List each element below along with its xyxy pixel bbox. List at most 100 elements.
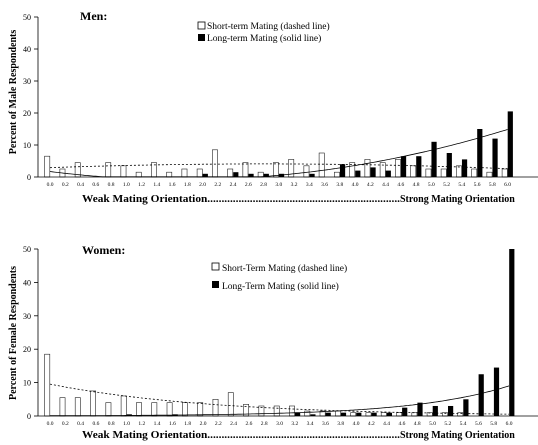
women-legend-long-term: Long-Term Mating (solid line) <box>222 281 339 292</box>
women-trendlines <box>49 383 510 417</box>
men-short-term-bar <box>501 168 508 178</box>
women-long-term-bar <box>463 399 469 416</box>
men-x-tick-label: 2.6 <box>245 182 252 188</box>
men-long-term-bar <box>339 164 346 177</box>
women-long-term-bar <box>295 412 301 416</box>
men-short-term-trendline <box>49 163 508 170</box>
men-short-term-bar <box>120 165 127 178</box>
men-long-term-bar <box>477 129 483 177</box>
women-long-term-bar <box>371 412 377 416</box>
men-long-term-bar <box>461 159 468 177</box>
women-long-term-bar <box>493 367 500 416</box>
men-x-tick-label: 0.4 <box>77 182 84 188</box>
women-legend: Short-Term Mating (dashed line) Long-Ter… <box>211 262 347 292</box>
women-x-tick-label: 5.4 <box>460 421 467 427</box>
men-x-tick-label: 2.4 <box>230 182 237 188</box>
women-short-term-bar <box>166 402 173 417</box>
women-x-tick-label: 1.2 <box>138 421 145 427</box>
women-x-tick-label: 5.2 <box>444 421 451 427</box>
men-x-tick-label: 1.6 <box>169 182 176 188</box>
men-short-term-bar <box>410 165 417 178</box>
men-x-tick-label: 0.0 <box>47 182 54 188</box>
men-long-term-bar <box>416 156 422 177</box>
men-short-term-bar <box>273 162 279 178</box>
men-short-term-bar <box>212 149 218 178</box>
men-short-term-bar <box>334 171 340 178</box>
women-x-tick-label: 5.8 <box>490 421 497 427</box>
men-x-tick-label: 2.0 <box>199 182 206 188</box>
men-long-term-bar <box>309 173 315 177</box>
women-y-tick-label: 40 <box>23 278 31 287</box>
men-legend-short-term: Short-term Mating (dashed line) <box>207 21 330 32</box>
women-x-tick-label: 1.8 <box>184 421 191 427</box>
women-short-term-bar <box>380 412 387 417</box>
men-y-tick-label: 20 <box>23 109 31 118</box>
women-short-term-bar <box>396 412 402 417</box>
women-x-tick-label: 0.4 <box>77 421 84 427</box>
men-x-tick-label: 1.8 <box>184 182 191 188</box>
men-short-term-bar <box>395 159 401 178</box>
men-x-label-left: Weak Mating Orientation.................… <box>82 194 401 205</box>
men-short-term-bar <box>364 159 371 178</box>
men-x-tick-label: 3.6 <box>321 182 328 188</box>
women-x-tick-label: 5.0 <box>429 421 436 427</box>
men-y-ticks: 0 10 20 30 40 50 <box>23 13 38 182</box>
women-long-term-bar <box>432 405 438 416</box>
women-short-term-bar <box>136 402 142 417</box>
men-y-tick-label: 50 <box>23 13 31 22</box>
women-x-tick-label: 0.0 <box>47 421 54 427</box>
women-x-tick-label: 3.8 <box>337 421 344 427</box>
men-x-tick-label: 2.8 <box>260 182 267 188</box>
men-long-term-bar <box>233 172 239 177</box>
women-long-term-bar <box>310 414 316 416</box>
women-long-term-bar <box>356 412 362 416</box>
men-bars <box>44 111 513 178</box>
men-legend: Short-term Mating (dashed line) Long-ter… <box>197 21 330 44</box>
women-x-tick-label: 3.4 <box>307 421 314 427</box>
men-x-label-right: Strong Mating Orientation <box>400 194 515 205</box>
women-short-term-bar <box>151 402 158 417</box>
men-x-tick-label: 2.2 <box>214 182 221 188</box>
men-long-term-bar <box>385 170 391 177</box>
women-x-tick-labels: 0.0 0.2 0.4 0.6 0.8 1.0 1.2 1.4 1.6 1.8 2.0 2.2 2.4 2… <box>47 421 513 427</box>
men-long-term-bar <box>263 173 269 177</box>
women-short-term-bar <box>212 398 219 417</box>
women-short-term-bar <box>74 397 81 417</box>
men-long-term-bar <box>248 173 254 177</box>
women-short-term-bar <box>365 412 372 417</box>
men-short-term-bar <box>105 162 112 178</box>
men-x-tick-label: 5.2 <box>443 182 450 188</box>
men-short-term-bar <box>425 168 432 178</box>
women-short-term-bar <box>304 410 311 417</box>
women-long-term-bar <box>448 405 454 416</box>
women-x-tick-label: 6.0 <box>506 421 513 427</box>
women-short-term-bar <box>273 405 280 417</box>
women-y-tick-label: 0 <box>27 412 31 421</box>
men-x-tick-label: 3.2 <box>291 182 298 188</box>
men-legend-filled-swatch <box>198 34 205 41</box>
women-short-term-trendline <box>49 383 510 415</box>
men-long-term-bar <box>492 138 498 177</box>
men-x-tick-label: 3.0 <box>275 182 282 188</box>
women-long-term-trendline <box>50 385 510 417</box>
men-x-tick-label: 5.8 <box>489 182 496 188</box>
men-legend-open-swatch <box>197 21 206 30</box>
women-y-tick-label: 30 <box>23 312 31 321</box>
women-x-tick-label: 4.0 <box>353 421 360 427</box>
women-y-tick-label: 10 <box>23 379 31 388</box>
men-long-term-bar <box>507 111 513 177</box>
men-x-tick-label: 0.6 <box>92 182 99 188</box>
women-x-tick-label: 0.6 <box>92 421 99 427</box>
men-x-tick-label: 4.2 <box>367 182 374 188</box>
men-y-tick-label: 30 <box>23 77 31 86</box>
women-x-tick-label: 1.6 <box>169 421 176 427</box>
women-long-term-bar <box>340 412 347 416</box>
women-short-term-bar <box>44 353 51 417</box>
men-short-term-bar <box>44 155 51 178</box>
women-short-term-bar <box>105 402 112 417</box>
men-x-tick-label: 4.6 <box>397 182 404 188</box>
women-long-term-bar <box>417 402 423 416</box>
women-x-tick-label: 4.6 <box>398 421 405 427</box>
women-long-term-bar <box>509 249 515 416</box>
